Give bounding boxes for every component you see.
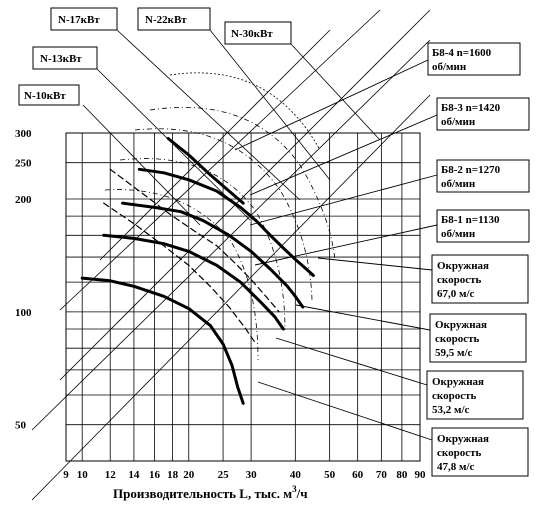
series-label-b8-4-line1: Б8-4 n=1600 (432, 47, 492, 59)
x-tick-label: 25 (218, 469, 230, 481)
performance-curves (80, 137, 315, 405)
y-tick-labels: 300 250 200 100 50 (15, 128, 32, 432)
series-label-b8-3-line2: об/мин (441, 116, 476, 128)
power-label-n30: N-30кВт (224, 21, 292, 45)
speed-label-59: Окружная скорость 59,5 м/с (429, 313, 527, 363)
x-tick-label: 9 (63, 469, 69, 481)
leader-line (234, 59, 429, 151)
x-tick-label: 40 (290, 469, 302, 481)
speed-label-67-line3: 67,0 м/с (437, 288, 475, 300)
power-label-n22-text: N-22кВт (145, 14, 187, 26)
power-label-n17-text: N-17кВт (58, 14, 100, 26)
leader-line (257, 381, 433, 441)
power-label-n30-text: N-30кВт (231, 28, 273, 40)
speed-label-47-line2: скорость (437, 447, 481, 459)
x-tick-label: 20 (183, 469, 195, 481)
x-tick-label: 30 (246, 469, 258, 481)
x-tick-label: 14 (128, 469, 140, 481)
series-line-2 (102, 233, 285, 331)
speed-arc (119, 158, 286, 331)
x-tick-labels: 9 10 12 14 16 18 20 25 30 40 50 60 70 80 90 (63, 469, 426, 481)
y-tick-label: 100 (15, 307, 32, 319)
power-label-n10: N-10кВт (18, 84, 80, 106)
x-tick-label: 60 (352, 469, 364, 481)
series-line-5 (109, 168, 280, 313)
power-label-n17: N-17кВт (50, 7, 118, 31)
speed-label-47-line3: 47,8 м/с (437, 461, 475, 473)
x-tick-label: 10 (77, 469, 89, 481)
speed-arc (104, 189, 259, 361)
plot-frame (65, 132, 421, 462)
power-label-n10-text: N-10кВт (24, 90, 66, 102)
y-tick-label: 250 (15, 158, 32, 170)
power-line (59, 9, 381, 311)
series-label-b8-2: Б8-2 n=1270 об/мин (436, 159, 530, 193)
x-axis-label-tail: /ч (296, 486, 308, 501)
leader-line (317, 257, 433, 271)
power-line (82, 104, 201, 226)
series-label-b8-1-line1: Б8-1 n=1130 (441, 214, 500, 226)
x-axis-label: Производительность L, тыс. м3/ч (113, 484, 308, 501)
series-line-1 (121, 201, 305, 309)
speed-label-67-line2: скорость (437, 274, 481, 286)
leader-line (249, 174, 438, 226)
x-tick-label: 16 (149, 469, 161, 481)
power-line (116, 29, 301, 201)
speed-label-59-line2: скорость (435, 333, 479, 345)
x-tick-label: 90 (415, 469, 427, 481)
x-tick-label: 70 (376, 469, 388, 481)
speed-label-53: Окружная скорость 53,2 м/с (426, 370, 524, 420)
x-tick-label: 80 (396, 469, 408, 481)
series-line-6 (103, 202, 257, 345)
y-tick-label: 50 (15, 420, 27, 432)
speed-label-59-line1: Окружная (435, 319, 487, 331)
speed-label-47: Окружная скорость 47,8 м/с (431, 427, 529, 477)
x-tick-label: 50 (324, 469, 336, 481)
x-axis-label-sup: 3 (292, 484, 297, 494)
speed-arcs (104, 72, 336, 361)
series-label-b8-4-line2: об/мин (432, 61, 467, 73)
leader-line (249, 114, 438, 196)
power-line (290, 43, 381, 141)
x-tick-label: 18 (167, 469, 179, 481)
power-label-n13-text: N-13кВт (40, 53, 82, 65)
power-line (59, 9, 431, 381)
series-label-b8-3: Б8-3 n=1420 об/мин (436, 97, 530, 131)
leader-line (254, 224, 438, 266)
power-label-n13: N-13кВт (32, 46, 98, 70)
power-line (99, 29, 331, 261)
x-axis-label-main: Производительность L, тыс. м (113, 486, 292, 501)
series-label-b8-2-line2: об/мин (441, 178, 476, 190)
series-label-b8-4: Б8-4 n=1600 об/мин (427, 42, 521, 76)
power-label-n22: N-22кВт (137, 7, 211, 31)
speed-arc (134, 128, 313, 301)
speed-label-47-line1: Окружная (437, 433, 489, 445)
y-tick-label: 200 (15, 194, 32, 206)
series-line-4 (166, 137, 245, 205)
power-lines (31, 9, 431, 501)
series-line-0 (137, 167, 315, 277)
series-label-b8-2-line1: Б8-2 n=1270 (441, 164, 501, 176)
series-label-b8-3-line1: Б8-3 n=1420 (441, 102, 501, 114)
speed-label-53-line2: скорость (432, 390, 476, 402)
speed-label-59-line3: 59,5 м/с (435, 347, 473, 359)
speed-label-53-line3: 53,2 м/с (432, 404, 470, 416)
leader-line (295, 304, 431, 331)
power-line (31, 94, 431, 501)
leader-line (275, 337, 428, 386)
speed-label-67: Окружная скорость 67,0 м/с (431, 254, 529, 304)
leader-lines (234, 59, 438, 441)
series-label-b8-1: Б8-1 n=1130 об/мин (436, 209, 530, 243)
power-line (209, 29, 331, 181)
speed-arc (169, 72, 321, 151)
series-label-b8-1-line2: об/мин (441, 228, 476, 240)
series-line-3 (80, 276, 245, 405)
y-tick-label: 300 (15, 128, 32, 140)
speed-label-67-line1: Окружная (437, 260, 489, 272)
speed-label-53-line1: Окружная (432, 376, 484, 388)
x-tick-label: 12 (105, 469, 117, 481)
speed-arc (149, 107, 336, 261)
